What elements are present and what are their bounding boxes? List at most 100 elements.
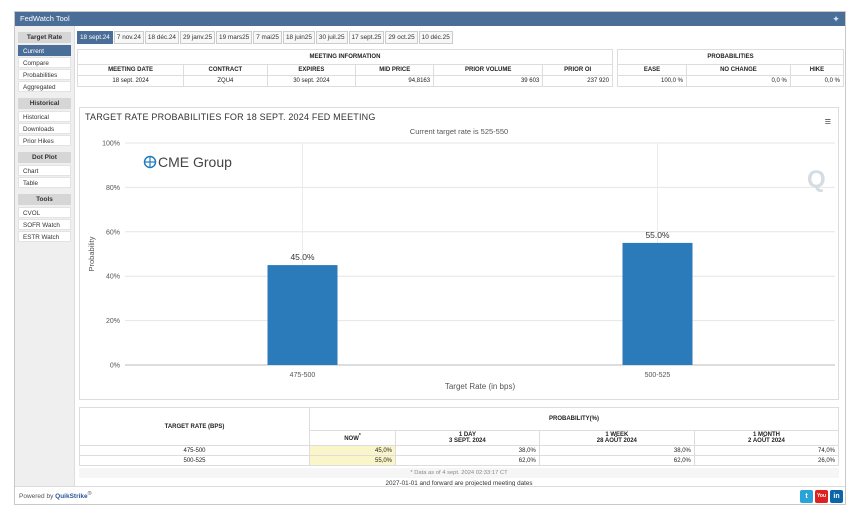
sidebar-item-downloads[interactable]: Downloads [18,123,71,134]
footer: Powered by QuikStrike® t You in [15,486,845,504]
bar [622,242,693,365]
y-tick-label: 60% [106,229,120,236]
meeting-info-heading: MEETING INFORMATION [77,49,613,65]
sidebar-item-prior-hikes[interactable]: Prior Hikes [18,135,71,146]
target-rate-header: TARGET RATE (BPS) [79,407,310,446]
sidebar-item-cvol[interactable]: CVOL [18,207,71,218]
powered-by: Powered by QuikStrike® [19,491,92,500]
y-tick-label: 20% [106,318,120,325]
x-tick-label: 500-525 [645,372,671,379]
period-label: 1 WEEK [605,431,629,438]
rate-cell: 475-500 [79,445,310,456]
powered-prefix: Powered by [19,493,54,501]
main-content: 18 sept.24 7 nov.24 18 déc.24 29 janv.25 19 … [76,29,845,487]
bar [267,265,338,365]
period-header: 1 MONTH 2 AOÛT 2024 [693,429,840,447]
now-label: NOW [344,436,359,443]
data-as-of-note: * Data as of 4 sept. 2024 02:33:17 CT [79,468,839,478]
quikstrike-watermark-icon: Q [807,166,826,193]
bar-chart: 0% 20% 40% 60% 80% 100% 45.0% 475-500 55.0% 500-5… [87,141,835,391]
probability-group-header: PROBABILITY(%) [309,407,839,431]
sidebar-item-chart[interactable]: Chart [18,165,71,176]
sidebar-item-probabilities[interactable]: Probabilities [18,69,71,80]
meeting-tab[interactable]: 7 mai25 [253,31,282,44]
chart-subtitle: Current target rate is 525-550 [409,127,509,136]
period-date: 2 AOÛT 2024 [748,437,785,444]
projected-dates-note: 2027-01-01 and forward are projected mee… [385,480,533,487]
history-cell: 74,0% [693,445,840,456]
meeting-tab[interactable]: 10 déc.25 [418,31,453,44]
sidebar-item-estr-watch[interactable]: ESTR Watch [18,231,71,242]
quikstrike-link[interactable]: QuikStrike [55,493,88,501]
now-cell: 45,0% [309,445,396,456]
sidebar-item-historical[interactable]: Historical [18,111,71,122]
sidebar-item-table[interactable]: Table [18,177,71,188]
now-asterisk: * [358,433,361,440]
probability-history-table: TARGET RATE (BPS) PROBABILITY(%) NOW* 1 D… [79,407,840,466]
probability-col-header: NO CHANGE [686,64,791,76]
hamburger-icon[interactable]: ≡ [824,116,831,128]
probabilities-table: PROBABILITIES EASE NO CHANGE HIKE 100,0 % 0… [616,49,845,87]
cme-logo-text: CME Group [158,154,232,170]
meeting-tab[interactable]: 18 juin25 [282,31,315,44]
y-axis-label: Probability [87,236,96,271]
probability-value: 0,0 % [686,75,791,87]
meeting-tab[interactable]: 29 janv.25 [179,31,216,44]
linkedin-icon[interactable]: in [830,490,843,503]
meeting-tab[interactable]: 18 sept.24 [77,31,113,44]
meeting-info-value: 18 sept. 2024 [76,75,185,87]
youtube-icon[interactable]: You [815,490,828,503]
meeting-info-col-header: MEETING DATE [76,64,185,76]
probability-value: 0,0 % [789,75,845,87]
meeting-info-value: 237 920 [542,75,613,87]
sidebar-item-sofr-watch[interactable]: SOFR Watch [18,219,71,230]
meeting-tab[interactable]: 17 sept.25 [348,31,385,44]
bar-data-label: 45.0% [290,252,315,262]
sidebar: Target Rate Current Compare Probabilities Ag… [15,26,75,488]
title-bar: FedWatch Tool ✦ [15,12,845,26]
sidebar-heading: Target Rate [18,32,71,43]
probabilities-heading: PROBABILITIES [617,49,844,65]
app-title: FedWatch Tool [20,14,70,23]
period-header: 1 DAY 3 SEPT. 2024 [395,429,540,447]
sidebar-item-compare[interactable]: Compare [18,57,71,68]
table-row: 500-525 55,0% 62,0% 62,0% 26,0% [79,455,840,466]
meeting-info-col-header: PRIOR OI [542,64,613,76]
y-tick-label: 100% [102,141,120,148]
meeting-tab[interactable]: 19 mars25 [216,31,253,44]
probability-col-header: HIKE [789,64,845,76]
meeting-info-col-header: EXPIRES [266,64,357,76]
cme-group-logo [143,155,157,169]
sidebar-item-aggregated[interactable]: Aggregated [18,81,71,92]
history-cell: 26,0% [693,455,840,466]
period-label: 1 DAY [458,431,476,438]
meeting-tab[interactable]: 18 déc.24 [144,31,179,44]
history-cell: 62,0% [538,455,695,466]
meeting-info-value: ZQU4 [183,75,268,87]
x-tick-label: 475-500 [290,372,316,379]
meeting-tab[interactable]: 29 oct.25 [385,31,418,44]
y-tick-label: 80% [106,185,120,192]
x-axis-label: Target Rate (in bps) [445,382,516,391]
chart-title: TARGET RATE PROBABILITIES FOR 18 SEPT. 2… [85,112,376,122]
sidebar-heading: Dot Plot [18,152,71,163]
twitter-icon[interactable]: ✦ [832,14,840,24]
meeting-info-value: 30 sept. 2024 [266,75,357,87]
y-tick-label: 40% [106,274,120,281]
rate-cell: 500-525 [79,455,310,466]
meeting-info-col-header: PRIOR VOLUME [433,64,544,76]
meeting-tab[interactable]: 30 juil.25 [315,31,348,44]
history-cell: 38,0% [538,445,695,456]
twitter-icon[interactable]: t [800,490,813,503]
period-date: 28 AOÛT 2024 [596,437,637,444]
meeting-info-value: 39 603 [433,75,544,87]
history-cell: 62,0% [395,455,540,466]
meeting-tab[interactable]: 7 nov.24 [113,31,144,44]
sidebar-item-current[interactable]: Current [18,45,71,56]
meeting-info-table: MEETING INFORMATION MEETING DATE CONTRACT… [76,49,613,87]
registered-mark: ® [87,491,92,497]
history-cell: 38,0% [395,445,540,456]
probability-value: 100,0 % [616,75,688,87]
table-row: 475-500 45,0% 38,0% 38,0% 74,0% [79,445,840,456]
sidebar-heading: Tools [18,194,71,205]
